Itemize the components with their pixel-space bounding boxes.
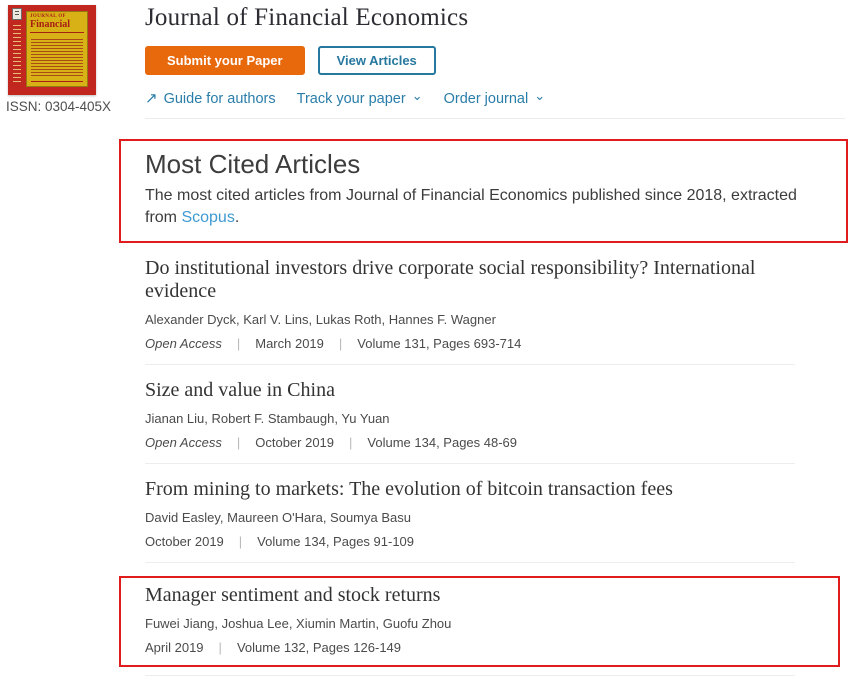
meta-separator <box>237 435 240 450</box>
article-volume-pages: Volume 134, Pages 48-69 <box>367 435 518 450</box>
meta-separator <box>339 336 342 351</box>
most-cited-description: The most cited articles from Journal of … <box>145 185 800 228</box>
article-meta: Open Access October 2019 Volume 134, Pag… <box>145 435 795 450</box>
cover-panel: JOURNAL OF Financial <box>26 11 88 87</box>
article-volume-pages: Volume 134, Pages 91-109 <box>257 534 415 549</box>
article-date: October 2019 <box>145 534 224 549</box>
article-item: From mining to markets: The evolution of… <box>145 464 795 563</box>
main-content: Most Cited Articles The most cited artic… <box>119 139 848 676</box>
article-volume-pages: Volume 132, Pages 126-149 <box>236 640 402 655</box>
header-divider <box>145 118 845 119</box>
cover-foot-rule <box>31 81 83 82</box>
meta-separator <box>349 435 352 450</box>
external-link-icon: ↗ <box>145 90 158 107</box>
chevron-down-icon: ⌄ <box>411 88 423 103</box>
submit-paper-button[interactable]: Submit your Paper <box>145 46 305 75</box>
meta-separator <box>219 640 222 655</box>
track-your-paper-label: Track your paper <box>296 91 406 107</box>
article-item: Manager sentiment and stock returns Fuwe… <box>145 584 838 655</box>
description-period: . <box>234 208 240 226</box>
guide-for-authors-link[interactable]: ↗ Guide for authors <box>145 91 276 107</box>
order-journal-label: Order journal <box>443 91 529 107</box>
track-your-paper-link[interactable]: Track your paper ⌄ <box>296 88 423 107</box>
article-volume-pages: Volume 131, Pages 693-714 <box>357 336 522 351</box>
article-date: April 2019 <box>145 640 204 655</box>
view-articles-button[interactable]: View Articles <box>317 46 436 75</box>
header-links: ↗ Guide for authors Track your paper ⌄ O… <box>145 88 850 107</box>
article-meta: Open Access March 2019 Volume 131, Pages… <box>145 336 795 351</box>
article-item: Size and value in China Jianan Liu, Robe… <box>145 365 795 464</box>
article-authors: Fuwei Jiang, Joshua Lee, Xiumin Martin, … <box>145 616 452 631</box>
article-title-link[interactable]: Manager sentiment and stock returns <box>145 584 441 606</box>
cover-title-line2: Financial <box>30 19 71 30</box>
chevron-down-icon: ⌄ <box>534 88 546 103</box>
journal-header: Journal of Financial Economics Submit yo… <box>145 4 850 119</box>
header-buttons: Submit your Paper View Articles <box>145 46 850 75</box>
guide-for-authors-label: Guide for authors <box>163 91 276 107</box>
annotation-box-most-cited: Most Cited Articles The most cited artic… <box>119 139 848 243</box>
most-cited-heading: Most Cited Articles <box>145 149 361 179</box>
cover-rule <box>30 32 84 33</box>
cover-article-listing <box>31 39 83 77</box>
issn-label: ISSN: 0304-405X <box>6 99 112 114</box>
meta-separator <box>237 336 240 351</box>
article-authors: Jianan Liu, Robert F. Stambaugh, Yu Yuan <box>145 411 390 426</box>
cover-title-line1: JOURNAL OF <box>30 14 67 19</box>
open-access-label: Open Access <box>145 336 222 351</box>
article-title-link[interactable]: From mining to markets: The evolution of… <box>145 478 673 500</box>
annotation-box-article: Manager sentiment and stock returns Fuwe… <box>119 576 840 667</box>
page-title: Journal of Financial Economics <box>145 4 469 31</box>
article-title-link[interactable]: Size and value in China <box>145 379 335 401</box>
article-list: Do institutional investors drive corpora… <box>119 243 840 676</box>
article-authors: Alexander Dyck, Karl V. Lins, Lukas Roth… <box>145 312 496 327</box>
order-journal-link[interactable]: Order journal ⌄ <box>443 88 546 107</box>
article-meta: October 2019 Volume 134, Pages 91-109 <box>145 534 795 549</box>
description-text: The most cited articles from Journal of … <box>145 187 797 226</box>
publisher-logo-icon <box>12 8 22 20</box>
meta-separator <box>239 534 242 549</box>
journal-cover: JOURNAL OF Financial <box>8 5 96 95</box>
list-divider <box>145 675 795 676</box>
article-meta: April 2019 Volume 132, Pages 126-149 <box>145 640 838 655</box>
article-item: Do institutional investors drive corpora… <box>145 243 795 365</box>
cover-spine-text <box>13 25 21 83</box>
article-title-link[interactable]: Do institutional investors drive corpora… <box>145 257 756 302</box>
open-access-label: Open Access <box>145 435 222 450</box>
scopus-link[interactable]: Scopus <box>181 208 235 226</box>
article-authors: David Easley, Maureen O'Hara, Soumya Bas… <box>145 510 411 525</box>
article-date: March 2019 <box>255 336 324 351</box>
article-date: October 2019 <box>255 435 335 450</box>
